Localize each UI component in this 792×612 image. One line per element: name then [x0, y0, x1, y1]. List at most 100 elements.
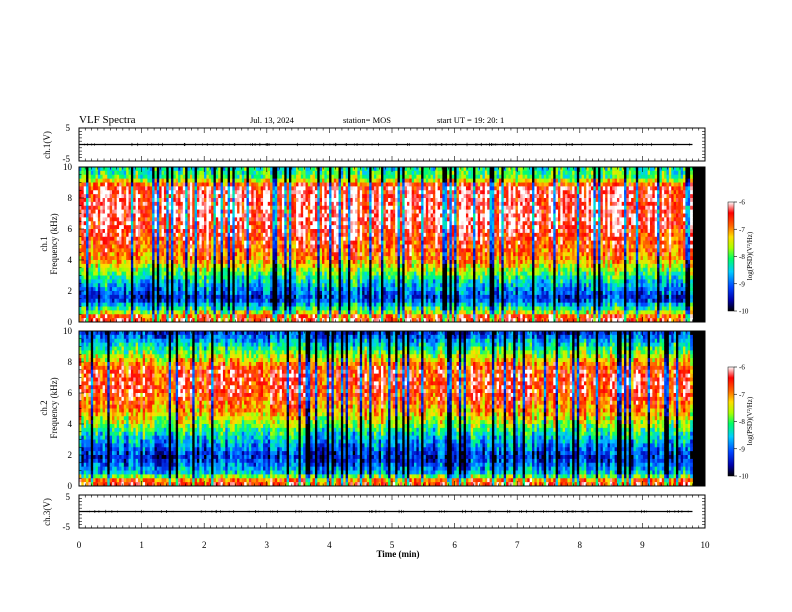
spectrogram-cell	[232, 179, 235, 183]
spectrogram-cell	[350, 175, 353, 179]
spectrogram-cell	[216, 283, 219, 287]
spectrogram-cell	[282, 183, 285, 187]
spectrogram-cell	[98, 221, 101, 225]
spectrogram-cell	[213, 248, 216, 252]
spectrogram-cell	[183, 303, 186, 307]
spectrogram-cell	[129, 198, 132, 202]
spectrogram-cell	[275, 179, 278, 183]
spectrogram-cell	[282, 307, 285, 311]
spectrogram-cell	[84, 264, 87, 268]
spectrogram-cell	[143, 295, 146, 299]
spectrogram-cell	[306, 256, 309, 260]
spectrogram-cell	[124, 276, 127, 280]
spectrogram-cell	[157, 210, 160, 214]
spectrogram-cell	[213, 167, 216, 171]
spectrogram-cell	[261, 276, 264, 280]
spectrogram-cell	[306, 214, 309, 218]
spectrogram-cell	[249, 310, 252, 314]
spectrogram-cell	[341, 221, 344, 225]
spectrogram-cell	[306, 194, 309, 198]
spectrogram-cell	[242, 264, 245, 268]
spectrogram-cell	[242, 303, 245, 307]
spectrogram-cell	[155, 248, 158, 252]
spectrogram-cell	[298, 279, 301, 283]
spectrogram-cell	[324, 171, 327, 175]
spectrogram-cell	[199, 299, 202, 303]
spectrogram-cell	[209, 206, 212, 210]
spectrogram-cell	[173, 190, 176, 194]
spectrogram-cell	[190, 217, 193, 221]
spectrogram-cell	[105, 171, 108, 175]
spectrogram-cell	[350, 233, 353, 237]
spectrogram-cell	[287, 283, 290, 287]
spectrogram-cell	[173, 214, 176, 218]
spectrogram-cell	[256, 179, 259, 183]
spectrogram-cell	[96, 229, 99, 233]
spectrogram-cell	[232, 210, 235, 214]
spectrogram-cell	[176, 233, 179, 237]
spectrogram-cell	[221, 194, 224, 198]
spectrogram-cell	[88, 179, 91, 183]
spectrogram-cell	[105, 241, 108, 245]
spectrogram-cell	[204, 264, 207, 268]
spectrogram-cell	[110, 175, 113, 179]
spectrogram-cell	[91, 241, 94, 245]
spectrogram-cell	[169, 279, 172, 283]
spectrogram-cell	[270, 221, 273, 225]
spectrogram-cell	[284, 171, 287, 175]
spectrogram-cell	[195, 299, 198, 303]
spectrogram-cell	[280, 229, 283, 233]
spectrogram-cell	[242, 221, 245, 225]
spectrogram-cell	[98, 252, 101, 256]
spectrogram-cell	[280, 221, 283, 225]
spectrogram-cell	[242, 268, 245, 272]
spectrogram-cell	[329, 299, 332, 303]
spectrogram-cell	[98, 260, 101, 264]
spectrogram-cell	[96, 214, 99, 218]
spectrogram-cell	[249, 256, 252, 260]
spectrogram-cell	[287, 245, 290, 249]
spectrogram-cell	[129, 303, 132, 307]
spectrogram-cell	[81, 252, 84, 256]
spectrogram-cell	[164, 287, 167, 291]
spectrogram-cell	[296, 272, 299, 276]
spectrogram-cell	[315, 279, 318, 283]
spectrogram-cell	[159, 237, 162, 241]
spectrogram-cell	[107, 241, 110, 245]
spectrogram-cell	[96, 307, 99, 311]
spectrogram-cell	[258, 198, 261, 202]
spectrogram-cell	[291, 225, 294, 229]
spectrogram-cell	[119, 221, 122, 225]
spectrogram-cell	[282, 233, 285, 237]
spectrogram-cell	[211, 256, 214, 260]
spectrogram-cell	[112, 268, 115, 272]
spectrogram-cell	[119, 264, 122, 268]
spectrogram-cell	[244, 295, 247, 299]
spectrogram-cell	[315, 167, 318, 171]
spectrogram-cell	[298, 217, 301, 221]
spectrogram-cell	[150, 221, 153, 225]
spectrogram-cell	[162, 252, 165, 256]
spectrogram-cell	[296, 279, 299, 283]
spectrogram-cell	[124, 291, 127, 295]
spectrogram-cell	[88, 310, 91, 314]
spectrogram-cell	[143, 252, 146, 256]
spectrogram-cell	[268, 221, 271, 225]
spectrogram-cell	[112, 202, 115, 206]
spectrogram-cell	[162, 299, 165, 303]
spectrogram-cell	[195, 210, 198, 214]
spectrogram-cell	[261, 202, 264, 206]
spectrogram-cell	[195, 291, 198, 295]
spectrogram-cell	[98, 237, 101, 241]
spectrogram-cell	[171, 221, 174, 225]
spectrogram-cell	[199, 268, 202, 272]
spectrogram-cell	[258, 307, 261, 311]
spectrogram-cell	[192, 241, 195, 245]
spectrogram-cell	[129, 202, 132, 206]
spectrogram-cell	[202, 279, 205, 283]
spectrogram-cell	[180, 287, 183, 291]
spectrogram-cell	[155, 194, 158, 198]
spectrogram-cell	[133, 256, 136, 260]
spectrogram-cell	[235, 245, 238, 249]
spectrogram-cell	[265, 272, 268, 276]
